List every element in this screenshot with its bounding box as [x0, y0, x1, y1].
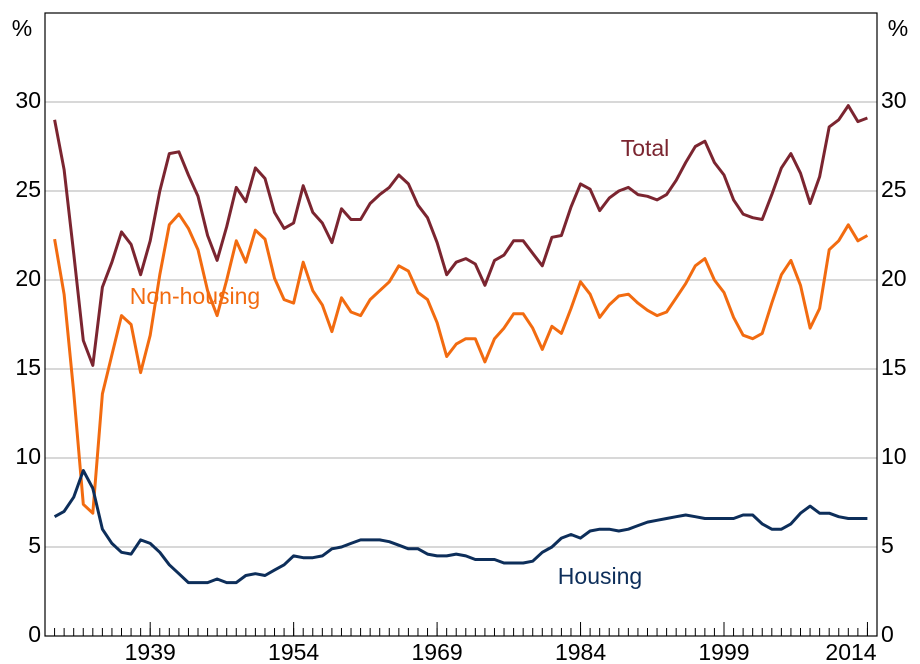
- x-tick-label: 1999: [698, 639, 749, 664]
- x-tick-label: 1939: [125, 639, 176, 664]
- y-tick-label: 20: [15, 265, 41, 291]
- y-tick-label: 25: [15, 176, 41, 202]
- series-line: [53, 469, 868, 585]
- series-label: Non-housing: [130, 283, 260, 309]
- y-tick-label: 5: [28, 532, 41, 558]
- y-tick-label: 0: [28, 621, 41, 647]
- y-tick-label: 30: [15, 87, 41, 113]
- y-unit-left: %: [12, 15, 32, 41]
- x-tick-label: 1954: [268, 639, 319, 664]
- y2-tick-label: 5: [881, 532, 894, 558]
- y-tick-label: 15: [15, 354, 41, 380]
- y2-tick-label: 30: [881, 87, 907, 113]
- series-label: Total: [621, 135, 670, 161]
- y2-tick-label: 10: [881, 443, 907, 469]
- plot-frame: [44, 12, 878, 637]
- y-unit-right: %: [888, 15, 908, 41]
- y-tick-label: 10: [15, 443, 41, 469]
- y2-tick-label: 15: [881, 354, 907, 380]
- x-tick-label: 2014: [825, 639, 876, 664]
- y2-tick-label: 20: [881, 265, 907, 291]
- series-label: Housing: [558, 563, 642, 589]
- y2-tick-label: 25: [881, 176, 907, 202]
- x-tick-label: 1984: [555, 639, 606, 664]
- series-line: [53, 104, 868, 367]
- series-line: [53, 212, 869, 515]
- x-tick-label: 1969: [412, 639, 463, 664]
- y2-tick-label: 0: [881, 621, 894, 647]
